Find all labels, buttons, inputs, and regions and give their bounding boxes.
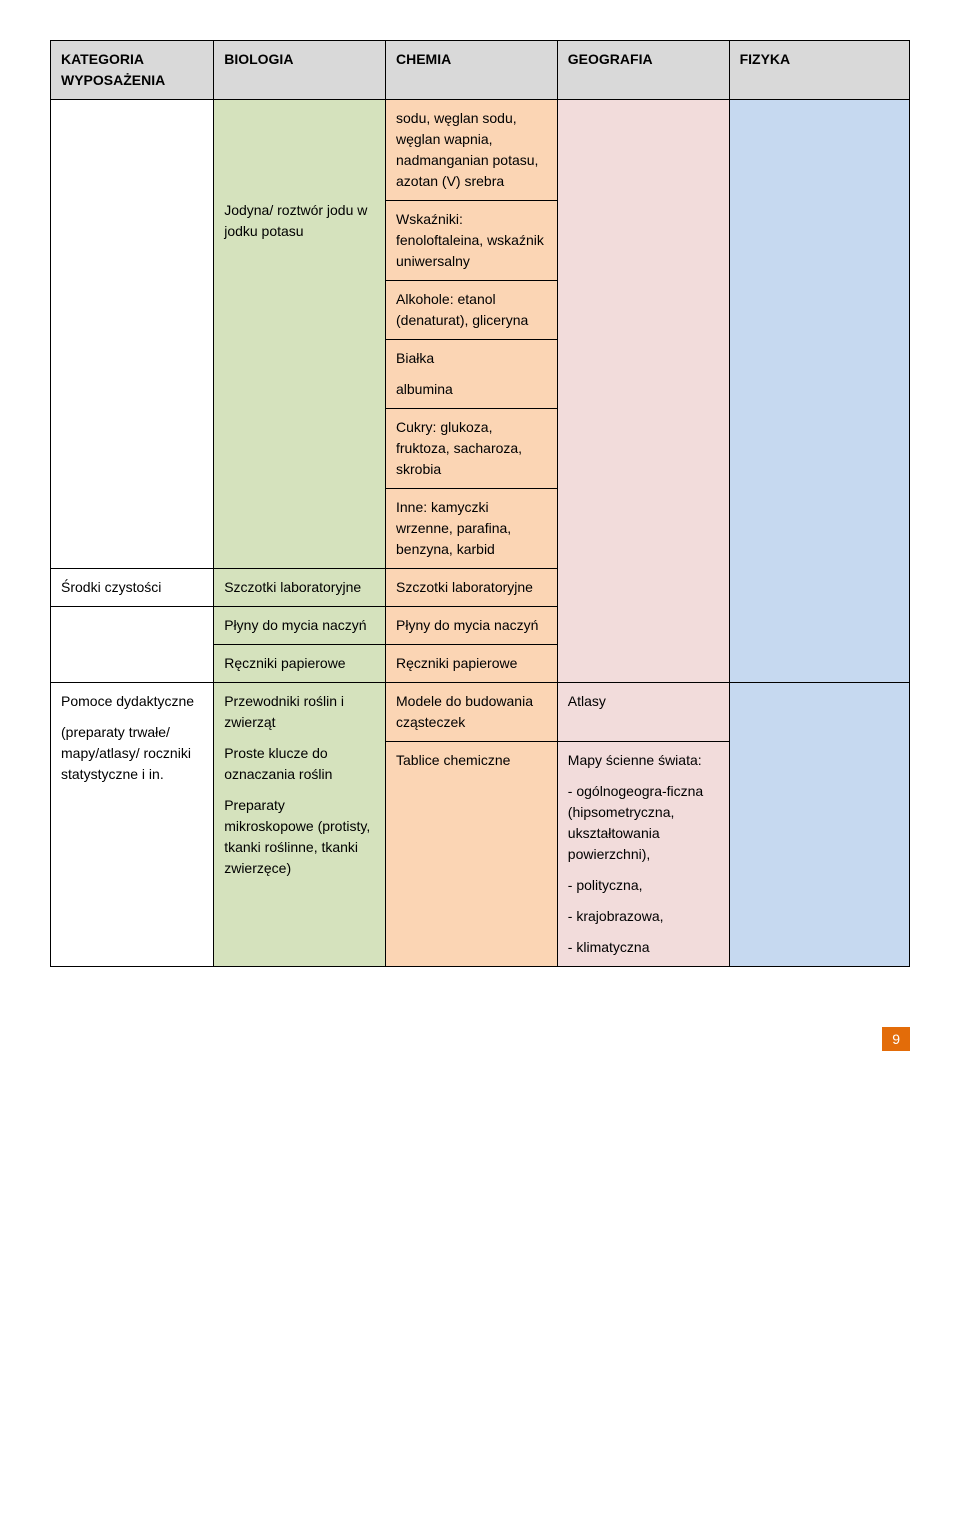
cell-chem-sodu: sodu, węglan sodu, węglan wapnia, nadman… [386,100,558,201]
cell-chem-alkohole: Alkohole: etanol (denaturat), gliceryna [386,281,558,340]
cell-category-pomoce: Pomoce dydaktyczne (preparaty trwałe/ ma… [51,683,214,967]
cell-biology-jodyna-text: Jodyna/ roztwór jodu w jodku potasu [224,200,375,242]
table-row: Pomoce dydaktyczne (preparaty trwałe/ ma… [51,683,910,742]
cell-bio-przewodniki-line1: Przewodniki roślin i zwierząt [224,691,375,733]
cell-chem-reczniki: Ręczniki papierowe [386,645,558,683]
cell-phys-empty-top [729,100,909,683]
cell-geo-empty-top [557,100,729,683]
cell-biology-jodyna: Jodyna/ roztwór jodu w jodku potasu [214,100,386,569]
cell-chem-bialka: Białka albumina [386,340,558,409]
cell-geo-mapy-item1: - ogólnogeogra-ficzna (hipsometryczna, u… [568,781,719,865]
cell-chem-bialka-line1: Białka [396,348,547,369]
table-row: Jodyna/ roztwór jodu w jodku potasu sodu… [51,100,910,201]
cell-chem-bialka-line2: albumina [396,379,547,400]
cell-chem-cukry: Cukry: glukoza, fruktoza, sacharoza, skr… [386,409,558,489]
equipment-table: KATEGORIA WYPOSAŻENIA BIOLOGIA CHEMIA GE… [50,40,910,967]
cell-bio-szczotki: Szczotki laboratoryjne [214,569,386,607]
cell-geo-mapy: Mapy ścienne świata: - ogólnogeogra-ficz… [557,742,729,967]
header-physics: FIZYKA [729,41,909,100]
cell-chem-tablice: Tablice chemiczne [386,742,558,967]
cell-chem-szczotki: Szczotki laboratoryjne [386,569,558,607]
cell-category-empty2 [51,607,214,683]
header-chemistry: CHEMIA [386,41,558,100]
header-category-line1: KATEGORIA [61,51,144,67]
cell-phys-empty-bottom [729,683,909,967]
cell-category-empty [51,100,214,569]
cell-bio-reczniki: Ręczniki papierowe [214,645,386,683]
cell-bio-przewodniki: Przewodniki roślin i zwierząt Proste klu… [214,683,386,967]
header-geography: GEOGRAFIA [557,41,729,100]
cell-category-pomoce-line1: Pomoce dydaktyczne [61,691,203,712]
cell-geo-mapy-item2: - polityczna, [568,875,719,896]
page-number: 9 [882,1027,910,1051]
cell-bio-przewodniki-line2: Proste klucze do oznaczania roślin [224,743,375,785]
header-category: KATEGORIA WYPOSAŻENIA [51,41,214,100]
cell-geo-atlasy: Atlasy [557,683,729,742]
page-number-container: 9 [50,1027,910,1051]
cell-chem-plyny: Płyny do mycia naczyń [386,607,558,645]
cell-chem-modele: Modele do budowania cząsteczek [386,683,558,742]
cell-bio-plyny: Płyny do mycia naczyń [214,607,386,645]
cell-category-srodki: Środki czystości [51,569,214,607]
header-biology: BIOLOGIA [214,41,386,100]
cell-geo-mapy-item3: - krajobrazowa, [568,906,719,927]
header-category-line2: WYPOSAŻENIA [61,72,165,88]
cell-chem-wskazniki: Wskaźniki: fenoloftaleina, wskaźnik uniw… [386,201,558,281]
cell-bio-preparaty: Preparaty mikroskopowe (protisty, tkanki… [224,795,375,879]
cell-chem-inne: Inne: kamyczki wrzenne, parafina, benzyn… [386,489,558,569]
cell-geo-mapy-intro: Mapy ścienne świata: [568,750,719,771]
cell-category-pomoce-line2: (preparaty trwałe/ mapy/atlasy/ roczniki… [61,722,203,785]
table-header-row: KATEGORIA WYPOSAŻENIA BIOLOGIA CHEMIA GE… [51,41,910,100]
cell-geo-mapy-item4: - klimatyczna [568,937,719,958]
